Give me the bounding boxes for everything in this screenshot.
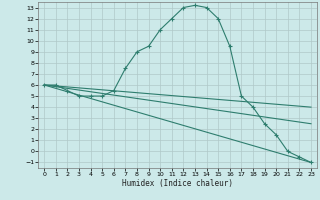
X-axis label: Humidex (Indice chaleur): Humidex (Indice chaleur)	[122, 179, 233, 188]
